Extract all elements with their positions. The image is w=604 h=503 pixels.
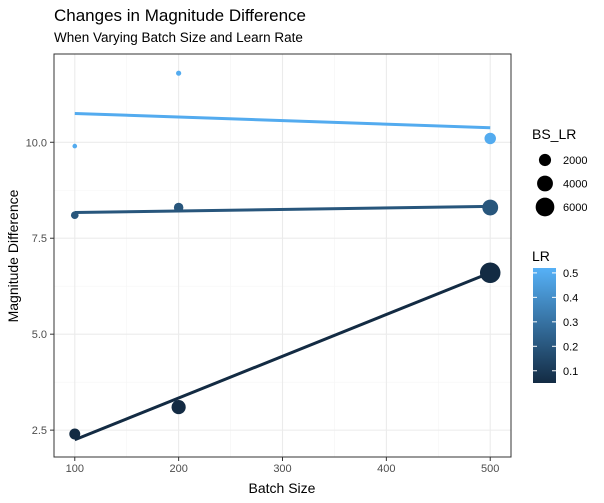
fit-line bbox=[74, 271, 491, 442]
size-legend-key bbox=[537, 175, 553, 192]
x-tick-label: 300 bbox=[273, 463, 291, 475]
fit-line bbox=[74, 111, 491, 130]
y-tick-label: 10.0 bbox=[26, 137, 47, 149]
x-tick-label: 500 bbox=[481, 463, 499, 475]
size-legend-title: BS_LR bbox=[532, 126, 576, 142]
size-legend-key bbox=[535, 197, 555, 217]
data-point bbox=[173, 202, 184, 213]
color-legend-label: 0.4 bbox=[563, 292, 578, 304]
data-point bbox=[69, 428, 81, 440]
x-tick-label: 100 bbox=[66, 463, 84, 475]
chart-subtitle: When Varying Batch Size and Learn Rate bbox=[54, 30, 303, 45]
color-legend-label: 0.2 bbox=[563, 341, 578, 353]
data-point bbox=[70, 211, 79, 220]
data-point bbox=[484, 132, 496, 145]
data-point bbox=[72, 143, 78, 149]
y-tick-label: 2.5 bbox=[32, 425, 47, 437]
data-point bbox=[479, 262, 501, 284]
size-legend-key bbox=[538, 153, 552, 167]
color-legend-label: 0.3 bbox=[563, 317, 578, 329]
chart-title: Changes in Magnitude Difference bbox=[54, 6, 306, 25]
fit-line bbox=[74, 204, 491, 215]
data-point bbox=[482, 199, 499, 216]
x-axis-title: Batch Size bbox=[249, 480, 316, 496]
color-legend-title: LR bbox=[532, 248, 550, 264]
color-legend-label: 0.5 bbox=[563, 268, 578, 280]
data-point bbox=[176, 70, 182, 76]
size-legend: BS_LR 2000 4000 6000 bbox=[532, 126, 587, 217]
plot-area bbox=[53, 53, 512, 458]
size-legend-label: 6000 bbox=[563, 202, 587, 214]
size-legend-label: 2000 bbox=[563, 155, 587, 167]
y-tick-label: 7.5 bbox=[32, 233, 47, 245]
color-legend-label: 0.1 bbox=[563, 366, 578, 378]
x-tick-label: 200 bbox=[169, 463, 187, 475]
color-legend-bar bbox=[533, 268, 556, 383]
data-point bbox=[171, 400, 186, 415]
color-legend: LR 0.1 0.2 0.3 0.4 0.5 bbox=[532, 248, 578, 383]
y-tick-label: 5.0 bbox=[32, 329, 47, 341]
x-tick-label: 400 bbox=[377, 463, 395, 475]
y-axis-title: Magnitude Difference bbox=[5, 189, 21, 322]
size-legend-label: 4000 bbox=[563, 179, 587, 191]
